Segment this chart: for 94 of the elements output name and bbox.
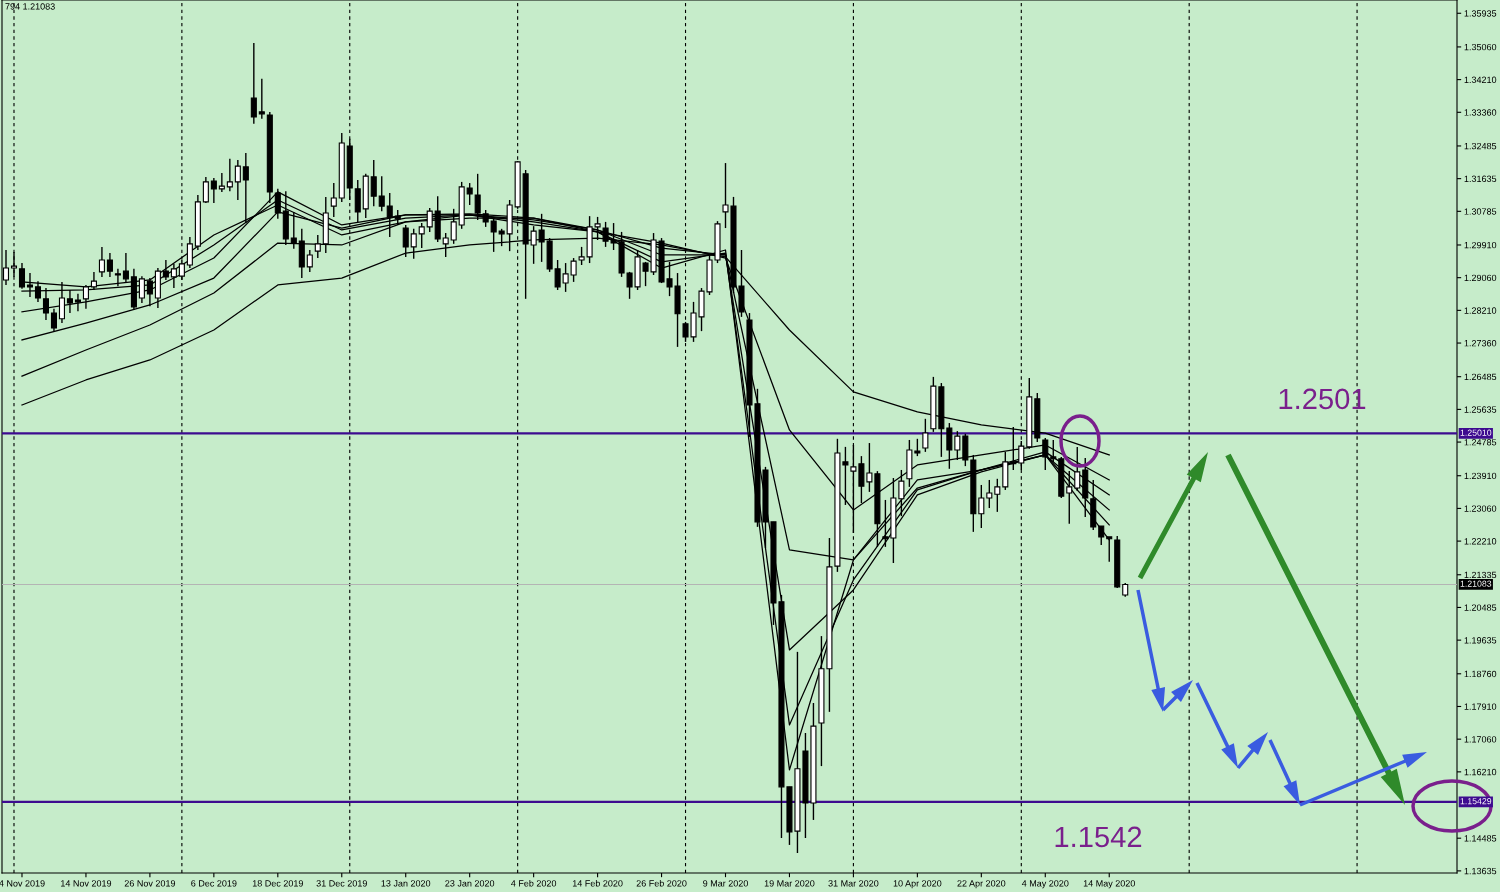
y-tick-label: 1.24785 — [1464, 439, 1497, 446]
candlestick — [994, 478, 1001, 513]
x-tick-label: 23 Jan 2020 — [445, 880, 495, 887]
candlestick — [90, 271, 97, 291]
candlestick — [306, 249, 313, 273]
y-tick-label: 1.35935 — [1464, 10, 1497, 17]
y-tick-label: 1.17060 — [1464, 736, 1497, 743]
x-tick-label: 4 May 2020 — [1021, 880, 1069, 889]
y-tick-label: 1.29910 — [1464, 241, 1497, 249]
y-tick-label: 1.21335 — [1464, 571, 1497, 579]
candlestick — [146, 277, 153, 307]
candlestick — [314, 234, 321, 259]
candlestick — [74, 293, 81, 312]
candlestick — [962, 433, 969, 467]
candlestick — [66, 289, 73, 314]
x-tick-label: 26 Nov 2019 — [124, 880, 176, 887]
candlestick — [1042, 437, 1049, 471]
y-tick-label: 1.23060 — [1464, 505, 1497, 512]
y-tick-label: 1.13635 — [1464, 867, 1497, 875]
candlestick — [26, 272, 34, 298]
y-tick-label: 1.16210 — [1464, 768, 1497, 776]
candlestick — [418, 222, 425, 249]
x-tick-label: 14 May 2020 — [1083, 880, 1135, 889]
candlestick — [202, 176, 209, 204]
x-tick-label: 19 Mar 2020 — [764, 880, 815, 887]
y-tick-label: 1.31635 — [1464, 175, 1497, 182]
candlestick — [978, 484, 985, 529]
candlestick — [98, 246, 105, 278]
y-tick-label: 1.18760 — [1464, 670, 1497, 678]
candlestick — [922, 418, 929, 453]
y-tick-label: 1.14485 — [1464, 835, 1497, 842]
x-tick-label: 14 Feb 2020 — [572, 879, 623, 887]
candlestick — [34, 280, 42, 303]
y-tick-label: 1.23910 — [1464, 472, 1497, 480]
y-tick-label: 1.33360 — [1464, 109, 1497, 116]
y-tick-label: 1.30785 — [1464, 208, 1497, 215]
candlestick — [42, 287, 50, 321]
y-tick-label: 1.28210 — [1464, 307, 1497, 314]
candlestick — [82, 284, 89, 310]
candlestick — [466, 182, 473, 206]
x-tick-label: 4 Nov 2019 — [0, 880, 45, 887]
candlestick — [330, 182, 337, 218]
ref-line-label: 1.15429 — [1460, 798, 1492, 805]
y-tick-label: 1.32485 — [1464, 142, 1497, 150]
candlestick — [258, 78, 265, 120]
candlestick — [122, 252, 129, 283]
candlestick — [210, 177, 217, 204]
x-tick-label: 22 Apr 2020 — [957, 880, 1006, 889]
x-tick-label: 4 Feb 2020 — [511, 879, 557, 887]
x-tick-label: 13 Jan 2020 — [381, 880, 431, 887]
y-tick-label: 1.29060 — [1464, 274, 1497, 282]
x-tick-label: 9 Mar 2020 — [703, 880, 748, 887]
candlestick — [378, 175, 385, 212]
y-tick-label: 1.34210 — [1464, 76, 1497, 83]
x-tick-label: 31 Mar 2020 — [828, 880, 879, 887]
candlestick — [986, 479, 993, 509]
x-tick-label: 26 Feb 2020 — [636, 879, 687, 887]
y-tick-label: 1.20485 — [1464, 604, 1497, 611]
candlestick — [58, 281, 65, 324]
candlestick — [162, 259, 169, 281]
candlestick — [114, 268, 121, 287]
candlestick — [370, 159, 377, 207]
candlestick — [218, 172, 225, 193]
y-tick-label: 1.22210 — [1464, 538, 1497, 545]
candlestick — [1098, 525, 1105, 546]
x-tick-label: 6 Dec 2019 — [191, 880, 237, 887]
y-tick-label: 1.25635 — [1464, 406, 1497, 413]
candlestick — [1050, 439, 1057, 463]
y-tick-label: 1.19635 — [1464, 637, 1497, 644]
x-tick-label: 14 Nov 2019 — [61, 880, 112, 887]
candlestick — [250, 42, 257, 125]
y-tick-label: 1.17910 — [1464, 703, 1497, 710]
x-tick-label: 10 Apr 2020 — [893, 880, 942, 889]
candlestick — [186, 236, 193, 269]
candlestick — [138, 275, 145, 304]
candlestick — [170, 263, 177, 289]
ref-line-label: 1.25010 — [1460, 429, 1492, 436]
annotation: 1.2501 — [1279, 388, 1366, 410]
candlestick — [946, 422, 953, 470]
candlestick — [234, 159, 241, 201]
y-tick-label: 1.27360 — [1464, 340, 1497, 347]
candlestick — [226, 158, 233, 192]
x-tick-label: 31 Dec 2019 — [316, 880, 367, 887]
candlestick — [954, 430, 961, 461]
candlestick — [1066, 470, 1073, 525]
annotation: 794 1.21083 — [5, 3, 55, 10]
annotation: 1.1542 — [1055, 826, 1142, 848]
y-tick-label: 1.35060 — [1464, 43, 1497, 51]
candlestick — [1074, 446, 1081, 492]
ref-line-label: 1.21083 — [1460, 580, 1492, 587]
y-tick-label: 1.26485 — [1464, 373, 1497, 381]
candlestick — [106, 252, 113, 278]
candlestick — [50, 308, 57, 332]
x-tick-label: 18 Dec 2019 — [252, 880, 303, 887]
